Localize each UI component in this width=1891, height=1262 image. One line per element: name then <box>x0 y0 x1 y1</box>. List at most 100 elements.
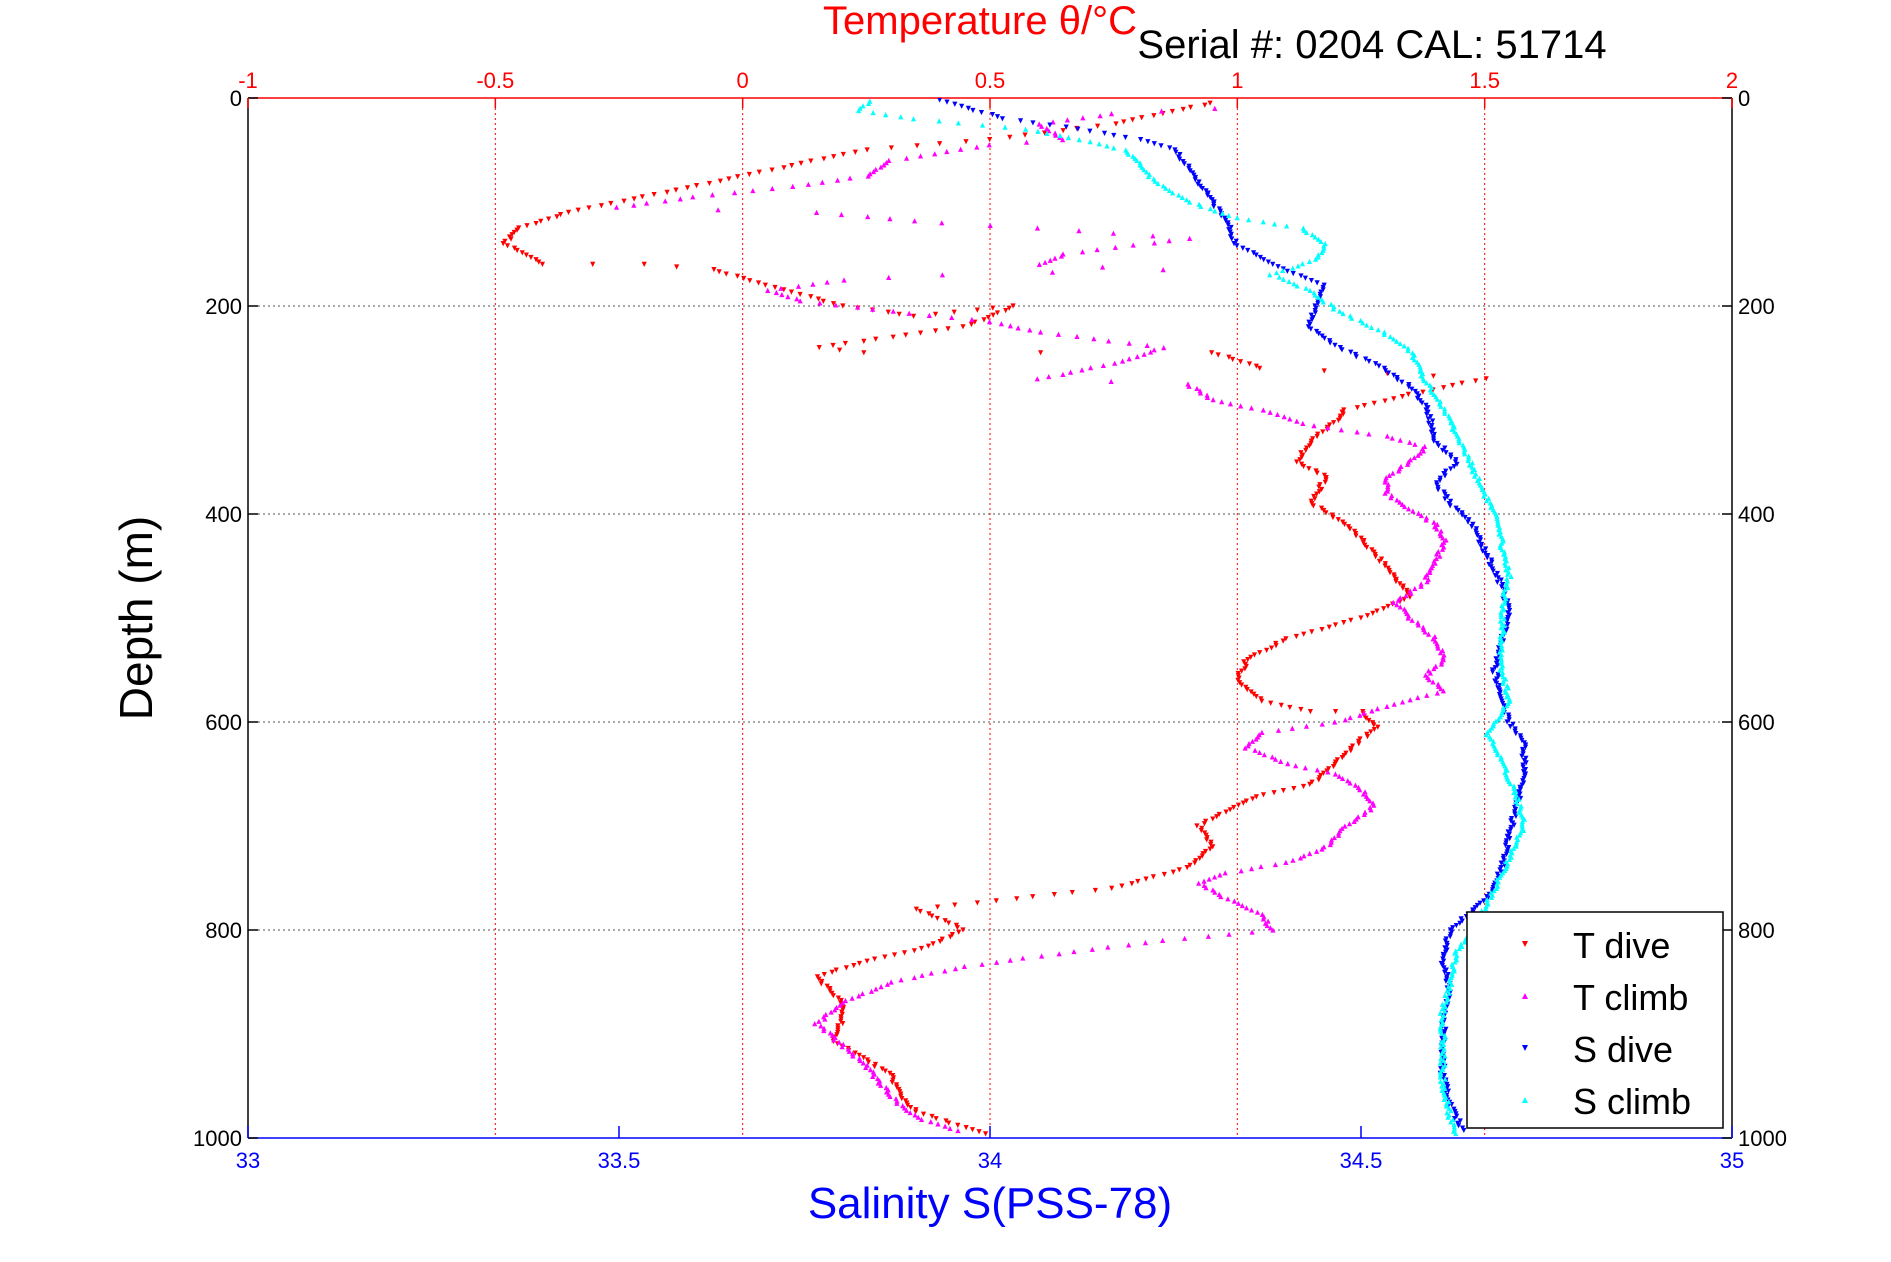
data-point <box>818 981 824 987</box>
data-point <box>1326 624 1332 630</box>
data-point <box>621 198 627 204</box>
data-point <box>870 1073 876 1079</box>
data-point <box>1267 272 1273 278</box>
data-point <box>1209 350 1215 356</box>
data-point <box>514 227 520 233</box>
data-point <box>917 908 923 915</box>
data-point <box>1151 113 1157 119</box>
data-point <box>1348 349 1354 355</box>
data-point <box>1035 128 1041 134</box>
data-point <box>1007 323 1014 329</box>
data-point <box>903 155 910 161</box>
data-point <box>1442 491 1448 497</box>
legend-marker <box>1522 1097 1528 1103</box>
data-point <box>994 114 1001 120</box>
data-point <box>821 1025 827 1031</box>
data-point <box>1462 514 1468 521</box>
data-point <box>1293 763 1299 769</box>
data-point <box>842 997 849 1004</box>
data-point <box>1395 597 1401 603</box>
data-point <box>883 112 889 118</box>
data-point <box>906 310 912 316</box>
data-point <box>533 257 539 263</box>
data-point <box>539 261 546 267</box>
data-point <box>861 338 867 344</box>
data-point <box>888 145 894 151</box>
data-point <box>1437 1026 1443 1032</box>
data-point <box>816 1018 822 1024</box>
data-point <box>1108 378 1114 384</box>
data-point <box>1495 716 1502 722</box>
data-point <box>1134 157 1140 163</box>
data-point <box>946 1120 952 1126</box>
data-point <box>840 303 846 309</box>
data-point <box>1307 287 1313 293</box>
data-point <box>1161 345 1167 351</box>
data-point <box>817 300 823 306</box>
data-point <box>1394 377 1400 383</box>
data-point <box>1101 130 1108 136</box>
data-point <box>1176 156 1183 162</box>
data-point <box>1129 117 1136 123</box>
data-point <box>1439 1051 1445 1057</box>
data-point <box>1204 392 1210 398</box>
data-point <box>1466 455 1472 461</box>
data-point <box>1442 992 1448 998</box>
data-point <box>863 1064 869 1071</box>
data-point <box>1212 208 1218 214</box>
data-point <box>1145 139 1151 145</box>
data-point <box>1453 1130 1459 1137</box>
data-point <box>1431 665 1437 672</box>
data-point <box>943 1118 949 1124</box>
data-point <box>711 267 717 273</box>
data-point <box>1248 689 1254 695</box>
data-point <box>643 200 650 206</box>
data-point <box>828 1009 834 1015</box>
data-point <box>1424 692 1430 698</box>
y-tick-label-right: 400 <box>1738 502 1775 527</box>
data-point <box>1494 680 1500 686</box>
data-point <box>1443 537 1449 543</box>
data-point <box>965 105 971 111</box>
data-point <box>772 284 778 291</box>
data-point <box>1504 703 1510 709</box>
data-point <box>1388 495 1394 501</box>
data-point <box>1366 431 1372 437</box>
data-point <box>1368 729 1374 735</box>
data-point <box>933 1116 939 1122</box>
data-point <box>1409 386 1415 392</box>
data-point <box>865 1059 872 1065</box>
data-point <box>1010 303 1016 309</box>
data-point <box>952 902 958 908</box>
data-point <box>1259 729 1265 735</box>
data-point <box>878 984 884 990</box>
data-point <box>1335 832 1342 838</box>
data-point <box>866 100 872 107</box>
data-point <box>1143 169 1150 175</box>
data-point <box>1364 544 1370 551</box>
data-point <box>1197 390 1204 396</box>
data-point <box>937 141 943 147</box>
y-tick-label: 1000 <box>193 1126 242 1151</box>
data-point <box>1238 682 1245 688</box>
data-point <box>899 1096 905 1102</box>
data-point <box>1360 320 1366 326</box>
data-point <box>1508 573 1514 579</box>
data-point <box>747 278 753 284</box>
data-point <box>1481 898 1487 904</box>
data-point <box>1091 336 1097 342</box>
data-point <box>898 977 904 983</box>
data-point <box>1405 461 1411 467</box>
data-point <box>504 243 511 249</box>
data-point <box>1319 721 1325 727</box>
data-point <box>1267 409 1273 415</box>
data-point <box>1499 647 1505 653</box>
data-point <box>1440 1064 1446 1071</box>
data-point <box>1498 613 1504 620</box>
data-point <box>519 250 525 256</box>
data-point <box>1448 1107 1454 1114</box>
data-point <box>1065 134 1072 141</box>
data-point <box>1166 238 1172 244</box>
data-point <box>1353 354 1359 360</box>
data-point <box>1211 874 1218 880</box>
